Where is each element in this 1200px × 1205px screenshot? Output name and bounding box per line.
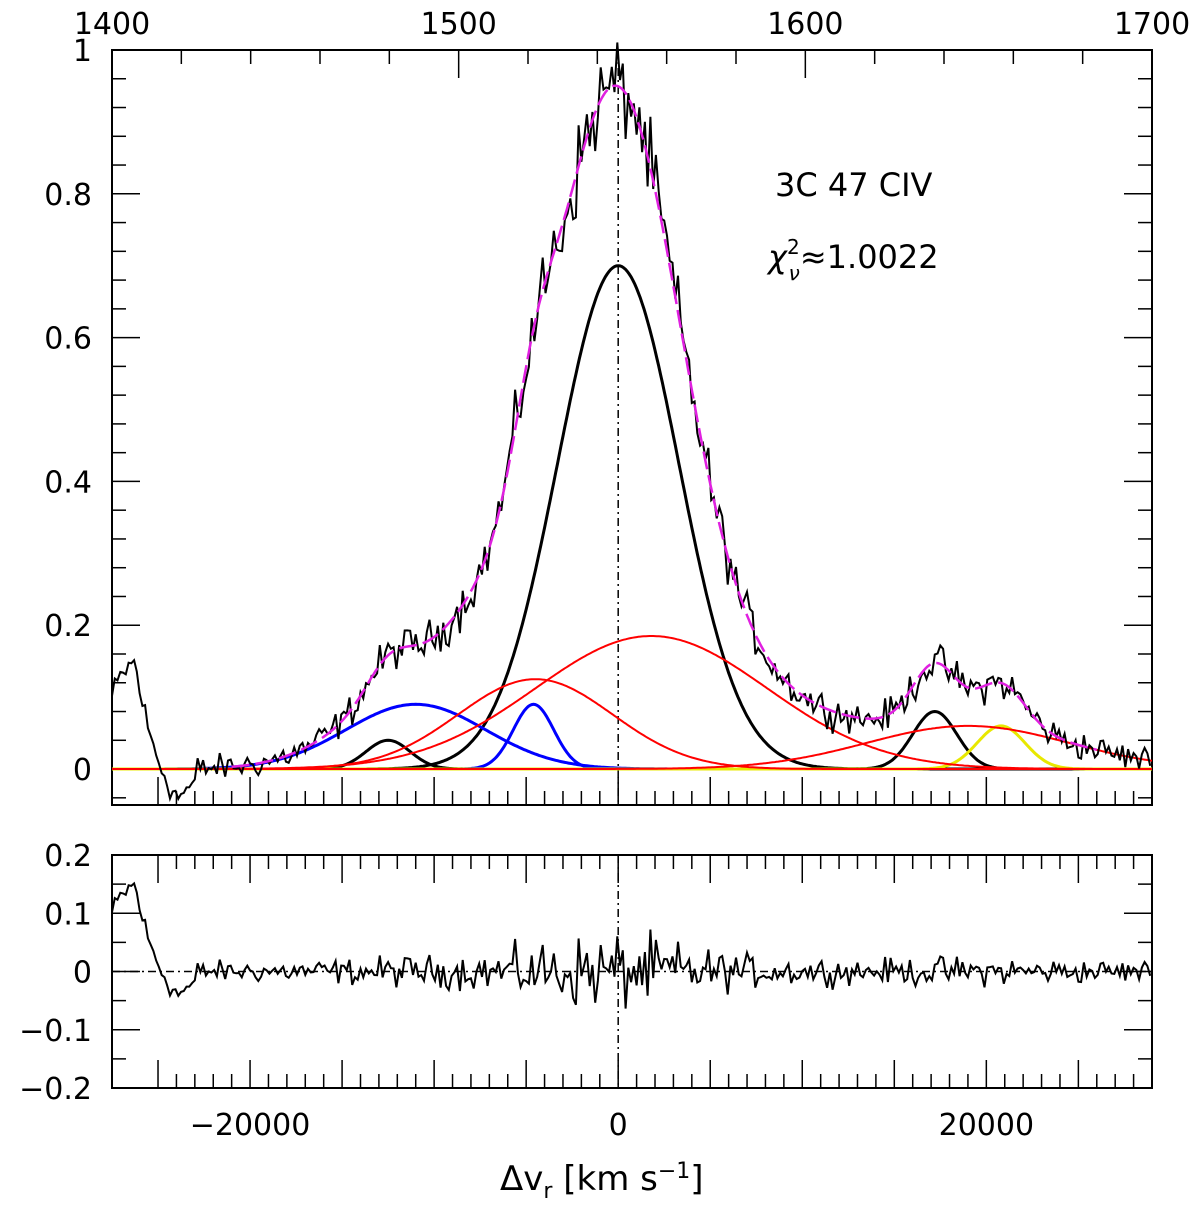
x-tick-label: 20000 [939,1108,1034,1143]
component-curve-1 [112,264,1152,771]
observed-spectrum [111,42,1152,803]
chi-square-label: χ2 ν≈1.0022 [766,235,939,285]
y-tick-label: 0.4 [44,465,92,500]
top-tick-label: 1600 [767,7,843,42]
y-tick-label: 0.1 [44,897,92,932]
component-curve-3 [112,702,1152,771]
total-fit-curve [231,84,1098,769]
component-curve-2 [112,702,1152,771]
residual-panel: −0.2 −0.1 0 0.1 0.2 −20000 0 20000 [19,839,1153,1143]
main-panel: 1400 1500 1600 1700 0 0.2 0.4 0.6 0.8 1 [44,7,1190,806]
component-curve-8 [112,635,1152,770]
y-tick-label: 0.2 [44,839,92,874]
y-tick-label: 0.6 [44,322,92,357]
top-tick-label: 1500 [420,7,496,42]
component-curve-9 [112,724,1153,770]
component-curve-4 [112,738,1152,771]
top-tick-label: 1700 [1114,7,1190,42]
object-label: 3C 47 CIV [775,166,933,204]
y-tick-label: 0.8 [44,178,92,213]
top-tick-label: 1400 [74,7,150,42]
y-tick-label: 0.2 [44,609,92,644]
y-tick-label: 1 [73,34,92,69]
residual-spectrum [111,881,1152,1009]
component-curve-7 [112,678,1152,770]
x-tick-label: 0 [609,1108,628,1143]
y-tick-label: −0.2 [19,1072,92,1107]
y-tick-label: 0 [73,956,92,991]
x-tick-label: −20000 [190,1108,311,1143]
x-axis-title: Δvr [km s−1] [500,1159,704,1204]
y-tick-label: −0.1 [19,1014,92,1049]
main-frame [111,49,1153,806]
y-tick-label: 0 [73,753,92,788]
